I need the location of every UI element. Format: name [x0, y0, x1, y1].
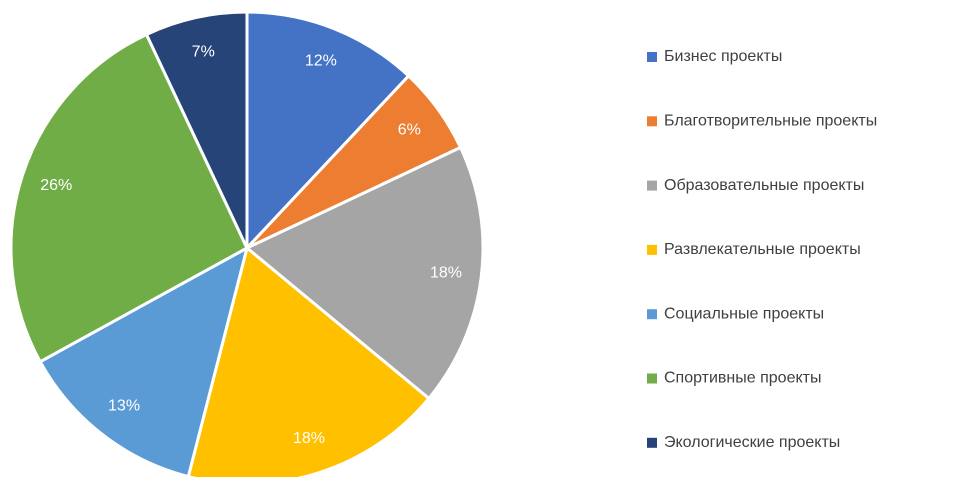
legend-label: Образовательные проекты — [664, 177, 864, 194]
legend-swatch — [647, 309, 657, 320]
legend-label: Бизнес проекты — [664, 48, 782, 65]
legend-label: Спортивные проекты — [664, 370, 821, 387]
legend-swatch — [647, 180, 657, 191]
legend-label: Благотворительные проекты — [664, 113, 877, 130]
legend-label: Развлекательные проекты — [664, 241, 861, 258]
pie-slice — [186, 245, 431, 477]
data-label: 6% — [398, 121, 421, 138]
pie-slice — [245, 10, 411, 252]
legend-swatch — [647, 52, 657, 62]
pie-slice — [144, 10, 249, 249]
data-label: 13% — [108, 398, 140, 415]
legend-swatch — [647, 116, 657, 127]
data-label: 12% — [305, 53, 337, 70]
legend-label: Социальные проекты — [664, 305, 824, 322]
legend-swatch — [647, 437, 657, 448]
legend-swatch — [647, 373, 657, 384]
pie-slice — [244, 145, 485, 401]
data-label: 26% — [40, 177, 72, 194]
data-label: 18% — [293, 430, 325, 447]
legend-swatch — [647, 244, 657, 255]
legend-label: Экологические проекты — [664, 434, 840, 451]
data-label: 18% — [430, 264, 462, 281]
pie-slice — [38, 245, 250, 477]
data-label: 7% — [192, 43, 215, 60]
pie-slice — [9, 32, 249, 364]
